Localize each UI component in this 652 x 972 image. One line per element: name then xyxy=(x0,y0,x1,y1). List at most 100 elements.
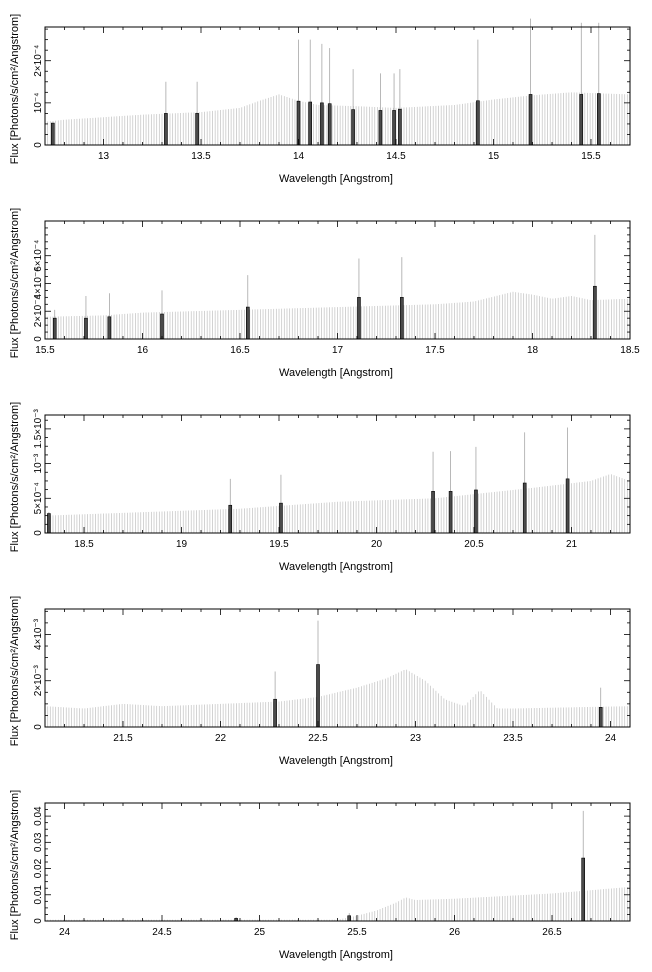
x-tick-label: 26.5 xyxy=(542,927,562,938)
y-tick-label: 1.5×10⁻³ xyxy=(33,408,44,448)
line-bar xyxy=(357,297,361,340)
line-bar xyxy=(476,100,480,146)
x-tick-label: 22 xyxy=(215,733,227,744)
y-axis-label: Flux [Photons/s/cm²/Angstrom] xyxy=(9,790,21,940)
line-bar xyxy=(565,478,570,534)
x-tick-label: 16 xyxy=(137,345,149,356)
continuum-bars xyxy=(44,291,631,339)
y-tick-label: 6×10⁻⁴ xyxy=(33,240,44,272)
panel-1: Wavelength [Angstrom] Flux [Photons/s/cm… xyxy=(9,14,631,185)
x-tick-label: 13 xyxy=(98,151,110,162)
y-axis-label: Flux [Photons/s/cm²/Angstrom] xyxy=(9,14,21,164)
x-tick-label: 14.5 xyxy=(386,151,406,162)
line-bar xyxy=(581,857,586,922)
y-tick-label: 2×10⁻⁴ xyxy=(33,45,44,77)
panel-2: Wavelength [Angstrom] Flux [Photons/s/cm… xyxy=(9,208,640,379)
line-bar xyxy=(50,122,55,146)
x-axis-label: Wavelength [Angstrom] xyxy=(279,949,393,961)
x-tick-label: 20 xyxy=(371,539,383,550)
line-bar xyxy=(246,306,250,340)
line-bar xyxy=(279,502,283,534)
x-tick-label: 23 xyxy=(410,733,422,744)
x-tick-label: 17.5 xyxy=(425,345,445,356)
line-bar xyxy=(160,313,164,340)
line-bar xyxy=(320,102,324,146)
x-tick-label: 15.5 xyxy=(35,345,55,356)
line-bar xyxy=(195,113,199,146)
y-axis-label: Flux [Photons/s/cm²/Angstrom] xyxy=(9,596,21,746)
line-bar xyxy=(308,101,313,146)
panel-5: Wavelength [Angstrom] Flux [Photons/s/cm… xyxy=(9,790,631,961)
x-tick-label: 18 xyxy=(527,345,539,356)
x-tick-label: 21.5 xyxy=(113,733,133,744)
x-tick-label: 19 xyxy=(176,539,188,550)
x-tick-label: 23.5 xyxy=(503,733,523,744)
line-bar xyxy=(398,108,402,146)
line-bar xyxy=(598,707,603,728)
y-ticks: 0 2×10⁻⁴4×10⁻⁴6×10⁻⁴ xyxy=(33,220,630,342)
line-bars xyxy=(50,18,601,146)
line-bar xyxy=(431,491,435,534)
y-tick-label: 0 xyxy=(33,336,44,342)
line-bar xyxy=(107,316,112,340)
x-tick-label: 14 xyxy=(293,151,305,162)
x-tick-label: 17 xyxy=(332,345,344,356)
line-bar xyxy=(316,664,320,728)
line-bar xyxy=(596,93,601,146)
line-bar xyxy=(448,491,453,534)
line-bar xyxy=(347,915,352,922)
panel-3: Wavelength [Angstrom] Flux [Photons/s/cm… xyxy=(9,402,631,573)
x-axis-label: Wavelength [Angstrom] xyxy=(279,367,393,379)
continuum-bars xyxy=(44,886,631,921)
x-tick-label: 26 xyxy=(449,927,461,938)
x-tick-label: 18.5 xyxy=(620,345,640,356)
line-bar xyxy=(164,113,168,146)
x-axis-label: Wavelength [Angstrom] xyxy=(279,755,393,767)
line-bar xyxy=(296,100,301,146)
x-ticks: 18.5 19 19.5 20 20.5 21 xyxy=(44,415,631,550)
y-tick-label: 0 xyxy=(33,724,44,730)
y-ticks: 0 5×10⁻⁴ 10⁻³ 1.5×10⁻³ xyxy=(33,408,630,536)
continuum-bars xyxy=(44,474,631,533)
continuum-bars xyxy=(44,92,631,145)
x-tick-label: 24.5 xyxy=(152,927,172,938)
line-bar xyxy=(593,285,597,340)
x-ticks: 24 24.5 25 25.5 26 26.5 xyxy=(44,803,631,938)
x-axis-label: Wavelength [Angstrom] xyxy=(279,173,393,185)
y-tick-label: 2×10⁻⁴ xyxy=(33,295,44,327)
line-bar xyxy=(400,297,404,340)
line-bar xyxy=(351,109,355,146)
y-axis-label: Flux [Photons/s/cm²/Angstrom] xyxy=(9,402,21,552)
x-tick-label: 19.5 xyxy=(269,539,289,550)
y-tick-label: 0 xyxy=(33,530,44,536)
y-tick-label: 0.04 xyxy=(33,806,44,826)
x-ticks: 15.5 16 16.5 17 17.5 18 18.5 xyxy=(35,221,640,356)
line-bar xyxy=(528,94,533,146)
line-bars xyxy=(52,234,597,340)
y-tick-label: 4×10⁻³ xyxy=(33,618,44,650)
y-tick-label: 0.03 xyxy=(33,832,44,852)
y-tick-label: 0.01 xyxy=(33,885,44,905)
x-tick-label: 22.5 xyxy=(308,733,328,744)
panel-4: Wavelength [Angstrom] Flux [Photons/s/cm… xyxy=(9,596,631,767)
x-tick-label: 15 xyxy=(488,151,500,162)
line-bar xyxy=(378,110,383,146)
line-bar xyxy=(84,317,88,340)
y-tick-label: 10⁻³ xyxy=(33,453,44,473)
x-ticks: 21.5 22 22.5 23 23.5 24 xyxy=(44,609,631,744)
continuum-bars xyxy=(44,669,631,727)
x-tick-label: 13.5 xyxy=(191,151,211,162)
x-tick-label: 24 xyxy=(605,733,617,744)
y-tick-label: 4×10⁻⁴ xyxy=(33,267,44,299)
y-tick-label: 2×10⁻³ xyxy=(33,664,44,696)
line-bar xyxy=(474,489,478,534)
y-tick-label: 0.02 xyxy=(33,858,44,878)
line-bar xyxy=(327,103,332,146)
y-tick-label: 10⁻⁴ xyxy=(33,93,44,114)
line-bar xyxy=(522,482,527,534)
x-tick-label: 20.5 xyxy=(464,539,484,550)
x-tick-label: 24 xyxy=(59,927,71,938)
x-ticks: 13 13.5 14 14.5 15 15.5 xyxy=(44,27,631,162)
x-tick-label: 16.5 xyxy=(230,345,250,356)
